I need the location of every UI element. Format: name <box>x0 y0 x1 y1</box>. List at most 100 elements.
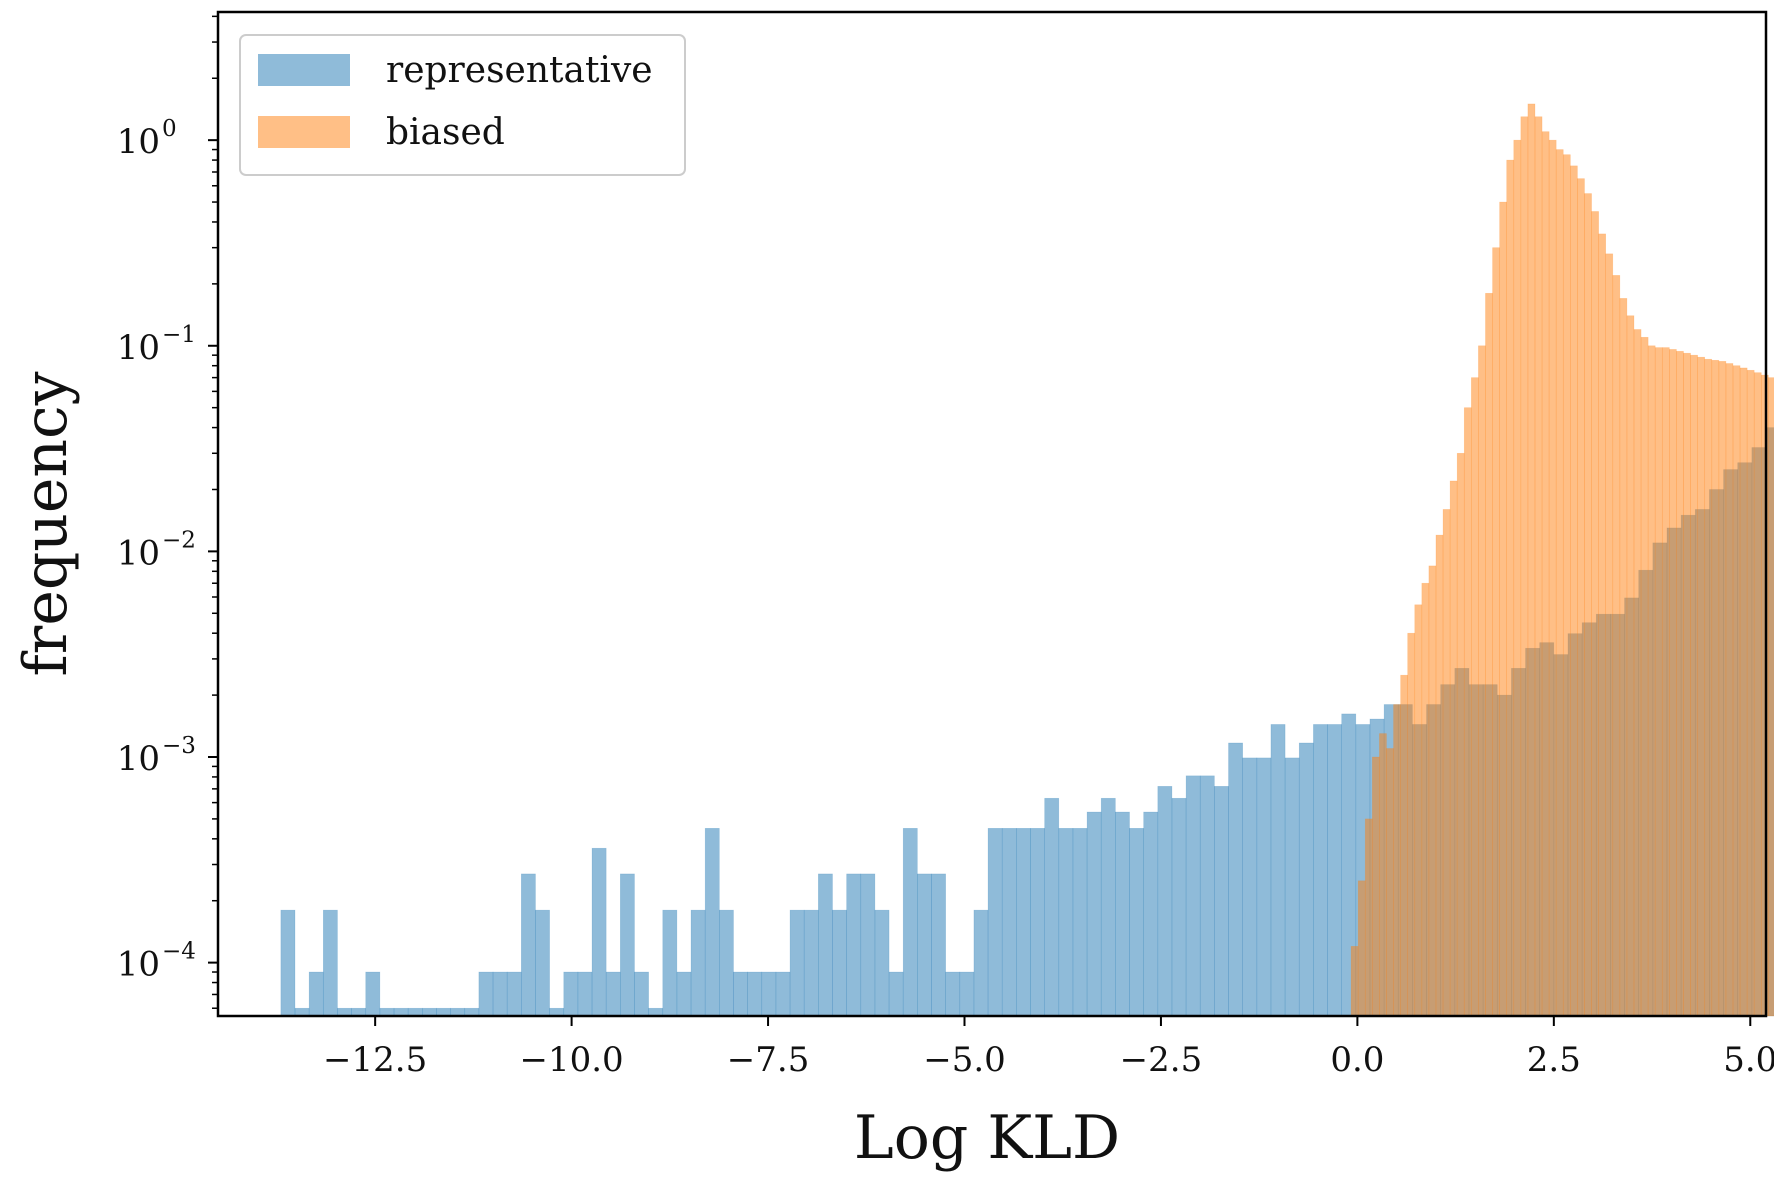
bar <box>1555 149 1564 1017</box>
bar <box>605 971 621 1017</box>
bar <box>492 971 508 1017</box>
legend-swatch-representative <box>258 54 350 86</box>
bar <box>1669 349 1677 1017</box>
y-tick-label: 10 <box>117 945 160 985</box>
bar <box>1115 811 1130 1017</box>
bar <box>1016 827 1031 1017</box>
bar <box>1718 361 1727 1017</box>
x-axis-title: Log KLD <box>854 1103 1120 1173</box>
bar <box>1725 363 1734 1017</box>
plot-frame <box>216 10 1768 1018</box>
bar <box>1478 345 1486 1017</box>
x-tick-label: 2.5 <box>1527 1040 1581 1080</box>
bar <box>1372 756 1380 1017</box>
bar <box>1605 253 1614 1017</box>
bar <box>591 847 607 1017</box>
bar <box>1379 733 1387 1017</box>
bar <box>761 971 777 1017</box>
x-tick-label: 0.0 <box>1330 1040 1384 1080</box>
bar <box>1683 352 1691 1017</box>
bar <box>1001 827 1017 1017</box>
bar <box>1228 742 1243 1017</box>
bar <box>874 909 890 1017</box>
bar <box>662 909 678 1017</box>
bar <box>676 971 692 1017</box>
bar <box>506 971 522 1017</box>
x-tick-label: −2.5 <box>1120 1040 1203 1080</box>
bar <box>1242 757 1258 1017</box>
bar <box>719 909 734 1017</box>
bar <box>917 873 932 1017</box>
legend: representative biased <box>239 34 686 176</box>
bar <box>888 971 904 1017</box>
bar <box>789 909 805 1017</box>
bar <box>973 909 989 1017</box>
bar <box>620 873 635 1017</box>
bar <box>1520 116 1529 1017</box>
bar <box>1072 827 1088 1017</box>
bar <box>1058 827 1074 1017</box>
bar <box>1570 165 1578 1017</box>
bar <box>1690 354 1698 1017</box>
bar <box>1157 786 1173 1017</box>
bar <box>1492 247 1500 1017</box>
bar <box>1640 336 1649 1017</box>
bar <box>704 827 720 1017</box>
bar <box>860 873 876 1017</box>
bar <box>1463 407 1472 1017</box>
bar <box>1626 315 1635 1017</box>
bar <box>1612 275 1621 1017</box>
bar <box>1414 604 1423 1017</box>
y-axis-title: frequency <box>11 371 81 676</box>
bar <box>1386 748 1394 1017</box>
bar <box>1548 139 1557 1017</box>
bar <box>1357 880 1366 1017</box>
legend-swatch-biased <box>258 116 350 148</box>
bar <box>365 971 381 1017</box>
bar <box>1030 827 1045 1017</box>
bar <box>1562 154 1571 1017</box>
x-tick-label: −7.5 <box>727 1040 810 1080</box>
bar <box>577 971 593 1017</box>
bar <box>818 873 833 1017</box>
bar <box>1407 632 1416 1017</box>
bar <box>535 909 550 1017</box>
bar <box>634 971 649 1017</box>
y-tick-exponent: −4 <box>162 939 196 965</box>
bar <box>945 971 961 1017</box>
legend-label-representative: representative <box>386 50 653 91</box>
bar <box>1313 724 1328 1017</box>
bar <box>1647 345 1656 1017</box>
x-tick-label: −5.0 <box>923 1040 1006 1080</box>
bar <box>733 971 748 1017</box>
x-tick-label: 5.0 <box>1723 1040 1774 1080</box>
bar <box>1298 742 1314 1017</box>
bar <box>1499 201 1507 1017</box>
bar <box>1086 811 1102 1017</box>
y-tick-exponent: −1 <box>162 322 196 348</box>
legend-label-biased: biased <box>386 112 505 153</box>
bar <box>1746 369 1755 1017</box>
y-tick-exponent: 0 <box>162 116 177 142</box>
bar <box>1364 818 1373 1017</box>
bar <box>690 909 706 1017</box>
y-tick-label: 10 <box>117 122 160 162</box>
bar <box>1704 358 1713 1017</box>
bar <box>1421 582 1430 1017</box>
bar <box>1768 377 1774 1017</box>
bar <box>803 909 819 1017</box>
bar <box>563 971 579 1017</box>
bar <box>1633 329 1642 1017</box>
bar <box>1044 797 1060 1017</box>
bar <box>931 873 946 1017</box>
bar <box>959 971 975 1017</box>
bar <box>1129 827 1144 1017</box>
bar <box>1171 797 1187 1017</box>
y-tick-label: 10 <box>117 533 160 573</box>
x-tick-label: −12.5 <box>323 1040 427 1080</box>
y-tick-exponent: −2 <box>162 527 196 553</box>
bar <box>1619 298 1628 1017</box>
bar <box>832 909 847 1017</box>
bar <box>1697 356 1706 1017</box>
